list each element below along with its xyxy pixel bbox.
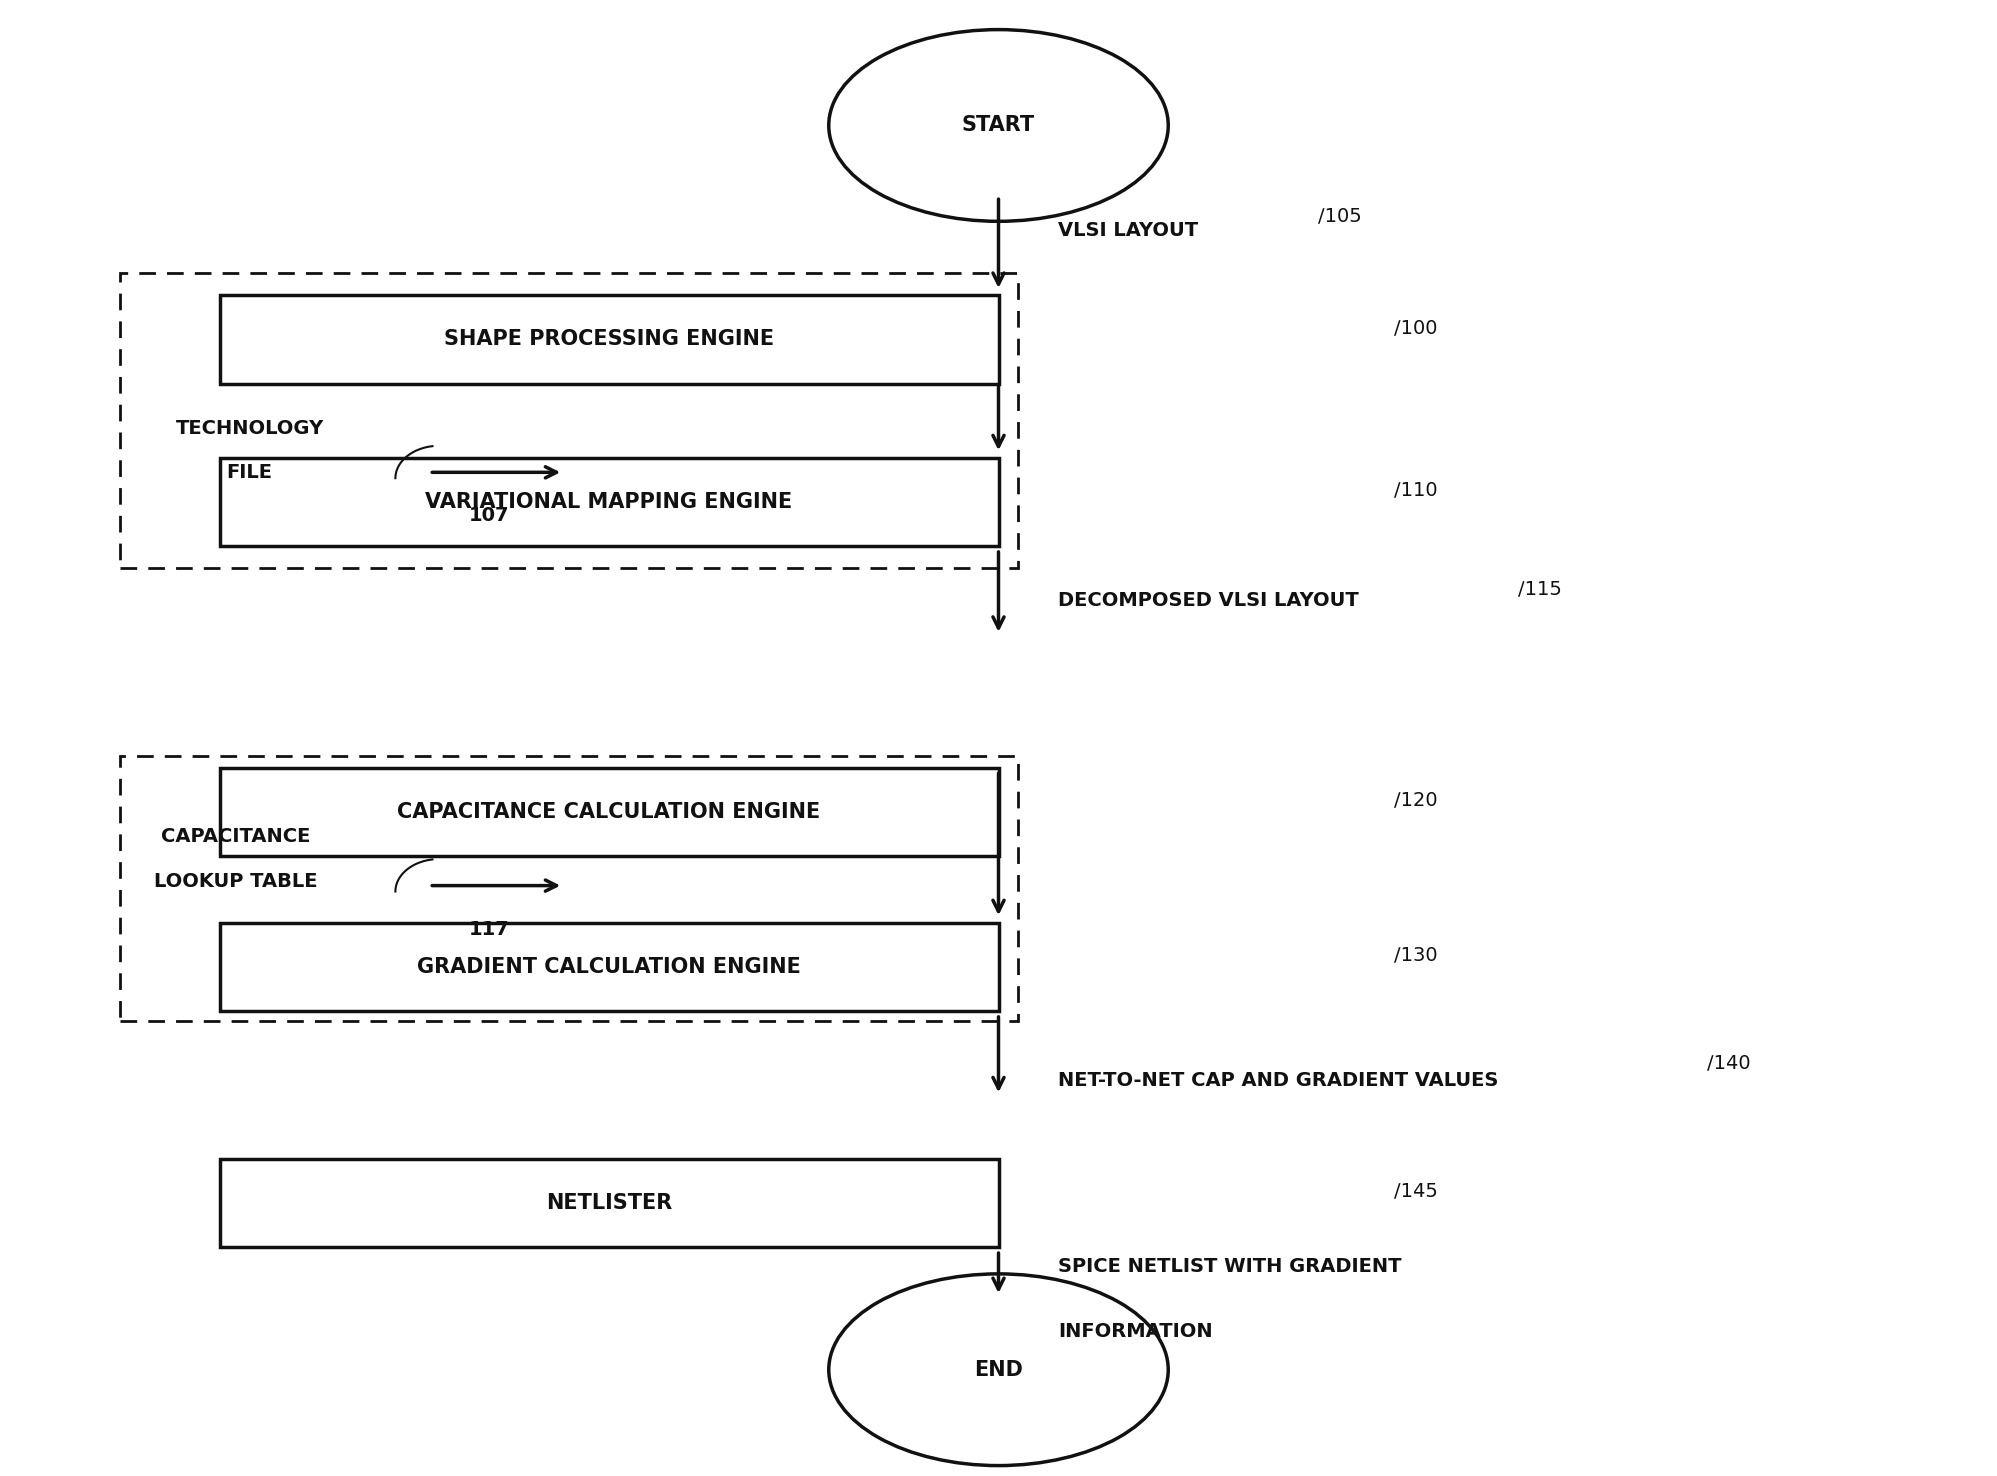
- Text: END: END: [975, 1359, 1022, 1380]
- FancyBboxPatch shape: [220, 295, 998, 384]
- FancyBboxPatch shape: [220, 768, 998, 856]
- Text: LOOKUP TABLE: LOOKUP TABLE: [154, 872, 318, 890]
- Text: ∕145: ∕145: [1394, 1182, 1438, 1200]
- Text: ∕120: ∕120: [1394, 791, 1438, 809]
- Ellipse shape: [829, 1274, 1168, 1466]
- Text: CAPACITANCE CALCULATION ENGINE: CAPACITANCE CALCULATION ENGINE: [397, 801, 821, 822]
- Text: 117: 117: [469, 920, 509, 939]
- Text: START: START: [963, 115, 1034, 136]
- Text: 107: 107: [469, 506, 509, 525]
- Text: SHAPE PROCESSING ENGINE: SHAPE PROCESSING ENGINE: [443, 329, 775, 350]
- Text: GRADIENT CALCULATION ENGINE: GRADIENT CALCULATION ENGINE: [417, 956, 801, 977]
- Ellipse shape: [829, 30, 1168, 221]
- Text: INFORMATION: INFORMATION: [1058, 1322, 1212, 1340]
- Text: FILE: FILE: [226, 463, 274, 481]
- Text: VLSI LAYOUT: VLSI LAYOUT: [1058, 221, 1198, 239]
- FancyBboxPatch shape: [220, 458, 998, 546]
- Text: DECOMPOSED VLSI LAYOUT: DECOMPOSED VLSI LAYOUT: [1058, 592, 1360, 610]
- Text: VARIATIONAL MAPPING ENGINE: VARIATIONAL MAPPING ENGINE: [425, 492, 793, 512]
- Text: ∕140: ∕140: [1707, 1054, 1751, 1072]
- Text: TECHNOLOGY: TECHNOLOGY: [176, 419, 324, 437]
- FancyBboxPatch shape: [220, 922, 998, 1011]
- Text: CAPACITANCE: CAPACITANCE: [162, 828, 310, 846]
- FancyBboxPatch shape: [220, 1159, 998, 1247]
- Text: NETLISTER: NETLISTER: [545, 1193, 673, 1213]
- Text: ∕105: ∕105: [1318, 207, 1362, 224]
- Text: SPICE NETLIST WITH GRADIENT: SPICE NETLIST WITH GRADIENT: [1058, 1258, 1402, 1275]
- Text: ∕115: ∕115: [1518, 580, 1562, 598]
- Text: ∕130: ∕130: [1394, 946, 1438, 964]
- Text: ∕100: ∕100: [1394, 319, 1438, 337]
- Text: ∕110: ∕110: [1394, 481, 1438, 499]
- Text: NET-TO-NET CAP AND GRADIENT VALUES: NET-TO-NET CAP AND GRADIENT VALUES: [1058, 1072, 1500, 1089]
